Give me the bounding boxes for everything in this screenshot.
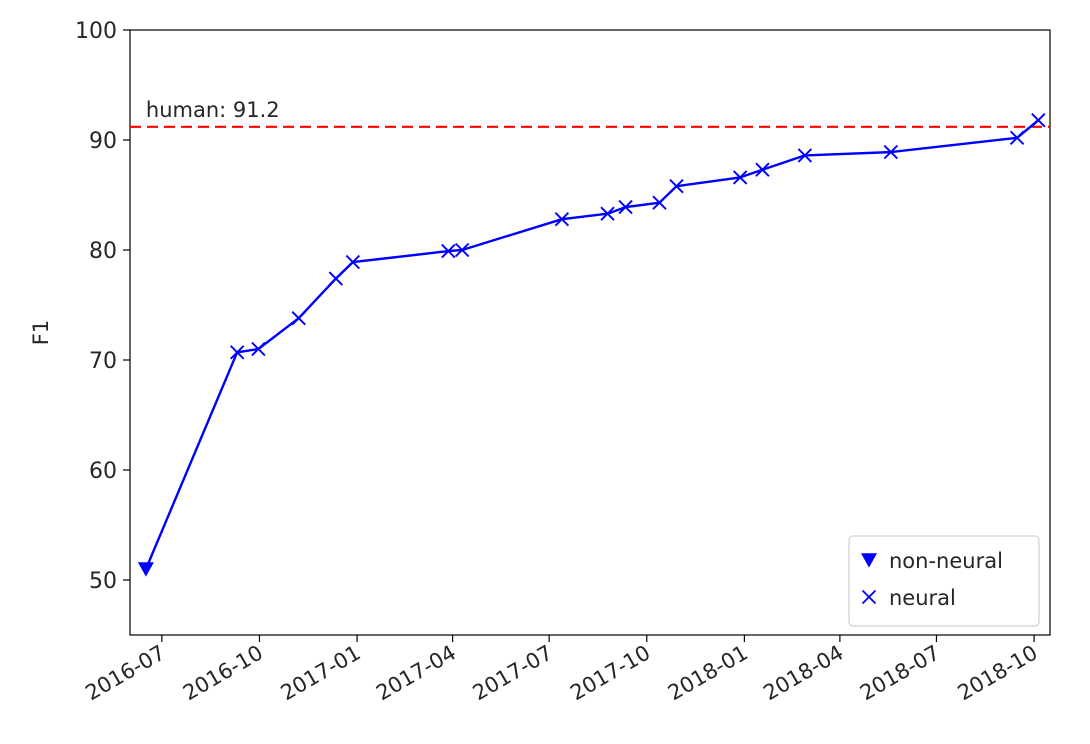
data-point-neural [291,311,306,326]
legend-marker-non-neural [861,553,877,568]
y-tick-label: 70 [89,349,117,374]
x-tick-label: 2016-07 [81,641,169,706]
data-point-neural [669,179,684,194]
x-tick-label: 2018-07 [856,641,944,706]
y-tick-label: 50 [89,569,117,594]
y-tick-label: 100 [75,19,117,44]
data-point-neural [345,254,361,270]
axes-frame [129,29,1051,636]
legend-marker-neural [861,589,877,605]
data-point-neural [797,148,813,163]
legend-label: neural [889,586,956,610]
y-tick-label: 80 [89,239,117,264]
data-point-neural [251,341,266,357]
human-reference-label: human: 91.2 [146,98,280,122]
data-point-neural [1031,113,1046,128]
data-point-neural [618,199,633,215]
data-point-neural [652,195,667,210]
data-point-neural [554,212,570,227]
data-point-neural [732,170,748,185]
y-tick-label: 90 [89,129,117,154]
x-tick-label: 2017-10 [566,641,654,706]
series-line [144,119,1040,570]
x-tick-label: 2016-10 [179,641,267,706]
data-point-neural [230,345,245,360]
data-point-neural [1009,130,1025,145]
data-point-neural [883,144,899,160]
data-point-neural [441,243,456,259]
x-tick-label: 2017-01 [277,641,365,706]
data-point-non-neural [137,562,154,577]
legend-box [848,535,1040,627]
data-point-neural [454,242,470,258]
data-point-neural [600,206,615,221]
y-tick-label: 60 [89,459,117,484]
legend-label: non-neural [889,549,1003,573]
y-axis-label: F1 [29,320,53,345]
x-tick-label: 2018-04 [759,641,847,706]
x-tick-label: 2017-04 [372,641,460,706]
data-point-neural [328,271,344,286]
x-tick-label: 2018-10 [954,641,1042,706]
x-tick-label: 2017-07 [469,641,557,706]
data-point-neural [755,162,770,177]
x-tick-label: 2018-01 [664,641,752,706]
